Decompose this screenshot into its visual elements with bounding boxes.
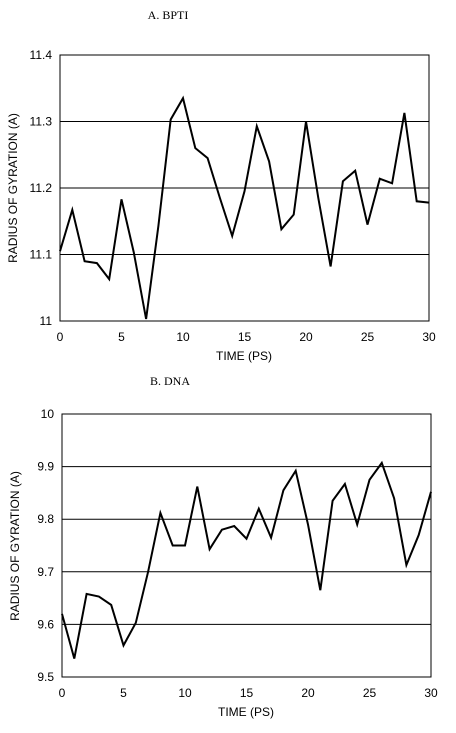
plot-frame-b: [61, 413, 432, 678]
x-tick-label: 0: [59, 686, 66, 700]
y-tick-label: 11.3: [30, 115, 53, 129]
x-tick-label: 25: [363, 686, 377, 700]
y-tick-label: 9.6: [37, 617, 54, 631]
chart-title-b: B. DNA: [150, 374, 190, 388]
x-axis-label-a: TIME (PS): [216, 349, 272, 363]
gridlines-b: [62, 466, 431, 625]
x-tick-label: 25: [361, 330, 375, 344]
y-tick-label: 9.8: [37, 512, 54, 526]
y-tick-label: 9.7: [37, 565, 54, 579]
x-tick-label: 20: [299, 330, 313, 344]
x-tick-labels-b: 0 5 10 15 20 25 30: [59, 686, 438, 700]
y-tick-labels-b: 9.5 9.6 9.7 9.8 9.9 10: [37, 407, 54, 684]
y-tick-label: 11.2: [30, 181, 53, 195]
x-tick-label: 0: [57, 330, 64, 344]
series-line-b: [61, 460, 432, 659]
y-tick-label: 11.1: [30, 248, 53, 262]
x-tick-label: 5: [118, 330, 125, 344]
panel-b: B. DNA 9.5 9.6 9.7 9.8 9.9 10 0 5 10 15 20 25 30 TI…: [8, 374, 438, 719]
chart-title-a: A. BPTI: [148, 8, 189, 22]
y-tick-label: 9.5: [37, 670, 54, 684]
series-line-a: [59, 95, 430, 320]
x-tick-label: 10: [176, 330, 190, 344]
x-axis-label-b: TIME (PS): [218, 705, 274, 719]
plot-frame-a: [59, 54, 430, 322]
x-tick-label: 10: [178, 686, 192, 700]
x-tick-label: 30: [422, 330, 436, 344]
x-tick-label: 30: [424, 686, 438, 700]
x-tick-labels-a: 0 5 10 15 20 25 30: [57, 330, 436, 344]
y-axis-label-a: RADIUS OF GYRATION (A): [6, 113, 20, 263]
x-tick-label: 5: [120, 686, 127, 700]
x-tick-label: 15: [238, 330, 252, 344]
y-tick-label: 11: [40, 314, 53, 328]
x-tick-label: 20: [301, 686, 315, 700]
y-tick-label: 10: [41, 407, 55, 421]
y-tick-labels-a: 11 11.1 11.2 11.3 11.4: [30, 48, 53, 328]
y-tick-label: 9.9: [37, 460, 54, 474]
y-axis-label-b: RADIUS OF GYRATION (A): [8, 471, 22, 621]
x-tick-label: 15: [240, 686, 254, 700]
y-tick-label: 11.4: [30, 48, 53, 62]
